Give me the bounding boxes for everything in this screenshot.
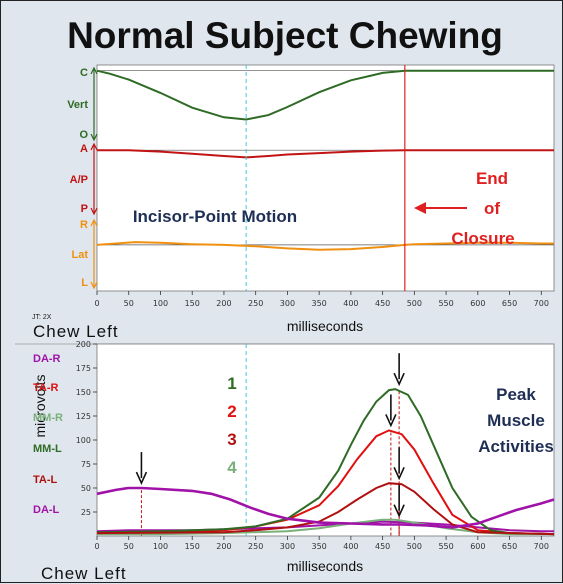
top-x-tick-label-5: 250 [248, 299, 263, 308]
series-number-2: 2 [227, 402, 236, 421]
bottom-x-tick-label-13: 650 [502, 542, 517, 551]
bottom-x-tick-label-5: 250 [248, 542, 263, 551]
channel-axis-arrow-bottom-1 [90, 207, 98, 216]
peak-arrow-head-2 [393, 372, 405, 387]
bottom-y-tick-label-7: 200 [76, 340, 91, 349]
series-label-mm-l: MM-L [33, 443, 62, 455]
peak-label-3: Activities [478, 437, 554, 456]
bottom-y-tick-label-5: 150 [76, 388, 91, 397]
bottom-x-tick-label-12: 600 [470, 542, 485, 551]
peak-arrow-head-3 [393, 466, 405, 481]
bottom-y-tick-label-0: 25 [81, 508, 91, 517]
series-label-ta-r: TA-R [33, 382, 59, 394]
bottom-x-tick-label-0: 0 [94, 542, 99, 551]
top-x-axis-label: milliseconds [287, 318, 363, 334]
bottom-x-tick-label-11: 550 [438, 542, 453, 551]
peak-label-2: Muscle [487, 411, 545, 430]
end-of-closure-text-3: Closure [451, 229, 514, 248]
top-chart-title: Incisor-Point Motion [133, 207, 297, 226]
top-x-tick-label-11: 550 [438, 299, 453, 308]
bottom-x-axis-label: milliseconds [287, 558, 363, 574]
top-x-tick-label-4: 200 [216, 299, 231, 308]
bottom-y-tick-label-3: 100 [76, 436, 91, 445]
end-of-closure-text-2: of [484, 199, 500, 218]
top-x-tick-label-6: 300 [280, 299, 295, 308]
top-chart: C Vert OA A/P PR Lat L Incisor-Point Motion End o… [15, 64, 555, 345]
jt-label: JT: 2X [32, 314, 52, 321]
emg-line-mm-l [96, 388, 555, 536]
channel-line-1 [97, 149, 554, 159]
top-x-tick-label-13: 650 [502, 299, 517, 308]
peak-arrow-head-1 [385, 414, 397, 428]
channel-line-0 [96, 69, 554, 121]
top-x-tick-label-12: 600 [470, 299, 485, 308]
peak-arrow-head-4 [393, 504, 405, 518]
channel-bottom-label-0: O [79, 129, 88, 141]
top-x-tick-label-9: 450 [375, 299, 390, 308]
emg-line-da-l [96, 486, 555, 529]
series-label-mm-r: MM-R [33, 412, 63, 424]
bottom-x-tick-label-9: 450 [375, 542, 390, 551]
bottom-y-tick-label-4: 125 [76, 412, 91, 421]
top-x-tick-label-3: 150 [185, 299, 200, 308]
top-x-tick-label-8: 400 [343, 299, 358, 308]
end-of-closure-text-1: End [476, 169, 508, 188]
bottom-footer-label: Chew Left [41, 564, 127, 583]
top-x-tick-label-1: 50 [124, 299, 134, 308]
channel-top-label-0: C [80, 67, 88, 79]
bottom-x-tick-label-8: 400 [343, 542, 358, 551]
bottom-x-tick-label-1: 50 [124, 542, 134, 551]
top-footer-label: Chew Left [33, 322, 119, 341]
bottom-y-axis-label: microvolts [32, 374, 48, 437]
end-of-closure-arrow-head [414, 202, 426, 214]
bottom-x-tick-label-14: 700 [534, 542, 549, 551]
bottom-x-tick-label-3: 150 [185, 542, 200, 551]
channel-name-0: Vert [67, 99, 88, 111]
channel-axis-arrow-top-1 [90, 142, 98, 151]
channel-axis-arrow-bottom-2 [90, 281, 98, 290]
channel-bottom-label-2: L [81, 277, 88, 289]
channel-axis-arrow-top-2 [90, 218, 98, 227]
channel-name-1: A/P [70, 174, 88, 186]
top-x-tick-label-14: 700 [534, 299, 549, 308]
peak-arrow-head-0 [135, 471, 148, 486]
channel-name-2: Lat [72, 249, 89, 261]
channel-axis-arrow-top-0 [90, 66, 98, 75]
peak-label-1: Peak [496, 385, 536, 404]
top-plot-area [96, 64, 555, 292]
series-label-da-l: DA-L [33, 504, 60, 516]
series-number-3: 3 [227, 430, 236, 449]
bottom-y-tick-label-1: 50 [81, 484, 91, 493]
bottom-x-tick-label-4: 200 [216, 542, 231, 551]
bottom-plot-area [96, 343, 555, 537]
top-x-tick-label-2: 100 [153, 299, 168, 308]
bottom-x-tick-label-2: 100 [153, 542, 168, 551]
channel-bottom-label-1: P [81, 203, 88, 215]
channel-top-label-1: A [80, 143, 88, 155]
series-label-ta-l: TA-L [33, 474, 58, 486]
top-x-tick-label-7: 350 [312, 299, 327, 308]
chart-title: Normal Subject Chewing [67, 15, 503, 56]
bottom-x-tick-label-10: 500 [407, 542, 422, 551]
bottom-x-tick-label-7: 350 [312, 542, 327, 551]
series-number-4: 4 [227, 458, 237, 477]
top-x-tick-label-0: 0 [94, 299, 99, 308]
channel-line-2 [96, 241, 554, 251]
top-x-tick-label-10: 500 [407, 299, 422, 308]
bottom-y-tick-label-2: 75 [81, 460, 91, 469]
emg-line-ta-l [96, 482, 555, 536]
bottom-y-tick-label-6: 175 [76, 364, 91, 373]
bottom-x-tick-label-6: 300 [280, 542, 295, 551]
channel-top-label-2: R [80, 219, 88, 231]
series-label-da-r: DA-R [33, 353, 61, 365]
series-number-1: 1 [227, 374, 236, 393]
bottom-chart: 255075100125150175200microvoltsDA-RTA-RM… [32, 340, 555, 583]
channel-axis-arrow-bottom-0 [90, 133, 98, 142]
